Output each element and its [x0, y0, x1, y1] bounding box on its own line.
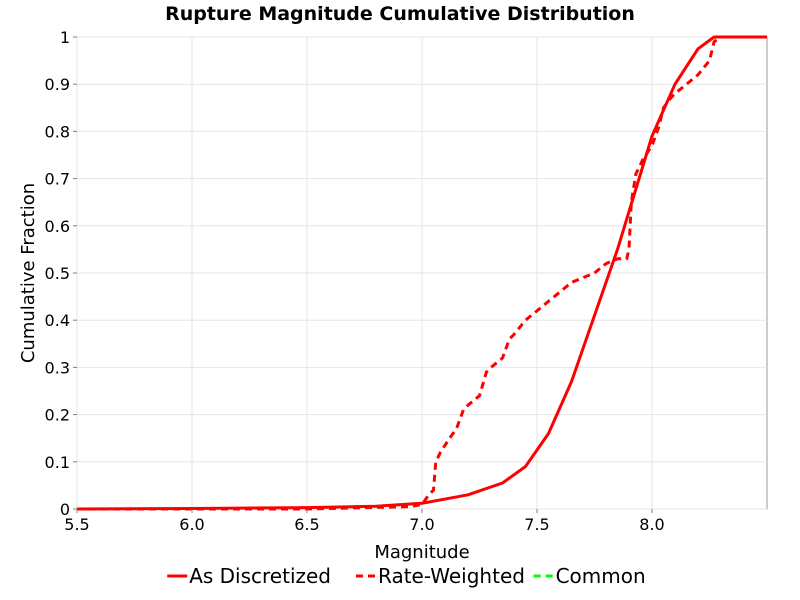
- legend-label: Rate-Weighted: [378, 564, 525, 588]
- chart-title: Rupture Magnitude Cumulative Distributio…: [165, 3, 635, 25]
- y-tick-label: 0.4: [45, 311, 70, 330]
- y-tick-label: 1: [60, 28, 70, 47]
- y-tick-label: 0.8: [45, 122, 70, 141]
- y-tick-label: 0: [60, 500, 70, 519]
- x-tick-label: 6.5: [294, 515, 319, 534]
- series-line-as-discretized: [76, 35, 767, 511]
- legend: As Discretized Rate-Weighted Common: [167, 564, 646, 588]
- x-tick-label: 7.0: [409, 515, 434, 534]
- x-tick-label: 8.0: [639, 515, 664, 534]
- x-axis-label: Magnitude: [374, 542, 469, 563]
- x-tick-label: 5.5: [64, 515, 89, 534]
- y-tick-label: 0.5: [45, 264, 70, 283]
- y-tick-label: 0.6: [45, 217, 70, 236]
- legend-label: Common: [556, 564, 646, 588]
- y-tick-label: 0.1: [45, 453, 70, 472]
- x-tick-label: 6.0: [179, 515, 204, 534]
- y-tick-label: 0.7: [45, 170, 70, 189]
- series-layer: [76, 35, 767, 511]
- y-axis-label: Cumulative Fraction: [18, 183, 39, 363]
- y-tick-label: 0.9: [45, 75, 70, 94]
- legend-label: As Discretized: [189, 564, 331, 588]
- series-line-rate-weighted: [77, 35, 767, 511]
- y-tick-label: 0.3: [45, 358, 70, 377]
- axis-ticks: 5.5 6.0 6.5 7.0 7.5 8.0 0 0.1 0.2 0.3 0.4 0.5 0.6 0.7…: [45, 28, 665, 534]
- y-tick-label: 0.2: [45, 406, 70, 425]
- x-tick-label: 7.5: [524, 515, 549, 534]
